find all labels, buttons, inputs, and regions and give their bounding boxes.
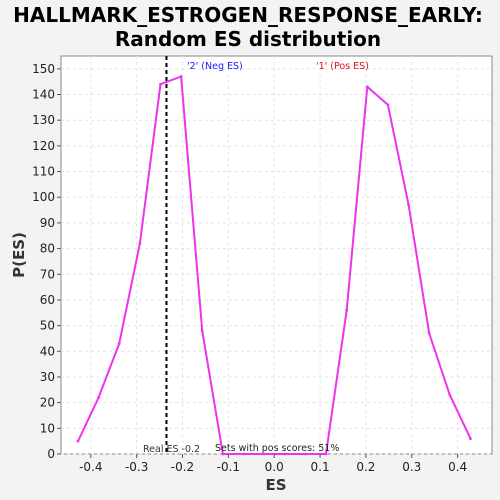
y-tick-label: 10	[40, 421, 55, 435]
x-tick-label: 0.2	[356, 460, 375, 474]
data-point	[159, 82, 162, 86]
x-tick-label: -0.1	[217, 460, 240, 474]
data-point	[138, 242, 142, 245]
y-tick-label: 80	[40, 242, 55, 256]
data-point	[283, 452, 287, 456]
data-point	[427, 331, 431, 335]
pos-es-label: '1' (Pos ES)	[316, 61, 369, 72]
y-tick-label: 60	[40, 293, 55, 307]
data-point	[448, 393, 452, 397]
y-tick-label: 50	[40, 319, 55, 333]
data-point	[179, 75, 183, 78]
y-tick-label: 140	[32, 88, 55, 102]
data-point	[97, 396, 100, 399]
ticks: -0.4 -0.3 -0.2 -0.1 0.0 0.1 0.2 0.3 0.4 0 10 20 30 40…	[32, 62, 467, 474]
chart-title: HALLMARK_ESTROGEN_RESPONSE_EARLY:	[13, 3, 483, 27]
data-point	[200, 329, 204, 333]
data-point	[303, 452, 307, 456]
x-tick-label: -0.4	[79, 460, 102, 474]
y-tick-label: 40	[40, 344, 55, 358]
annotations: '2' (Neg ES) '1' (Pos ES) Real ES -0.2 Sets…	[143, 61, 369, 455]
data-point	[386, 103, 390, 107]
y-tick-label: 0	[47, 447, 55, 461]
data-point	[345, 308, 349, 312]
x-tick-label: 0.1	[311, 460, 330, 474]
grid	[61, 56, 492, 455]
data-point	[242, 452, 245, 456]
y-tick-label: 20	[40, 396, 55, 410]
data-point	[117, 342, 121, 345]
neg-es-label: '2' (Neg ES)	[187, 61, 243, 72]
x-tick-label: 0.0	[265, 460, 284, 474]
x-tick-label: -0.2	[171, 460, 194, 474]
x-tick-label: 0.3	[402, 460, 421, 474]
data-point	[324, 452, 328, 456]
data-point	[262, 452, 266, 456]
real-es-label: Real ES -0.2	[143, 444, 200, 455]
plot-area	[60, 55, 493, 455]
chart-subtitle: Random ES distribution	[115, 27, 381, 51]
pos-scores-label: Sets with pos scores: 51%	[215, 443, 339, 454]
y-tick-label: 30	[40, 370, 55, 384]
y-tick-label: 150	[32, 62, 55, 76]
data-point	[469, 437, 472, 440]
data-point	[76, 439, 80, 443]
y-axis-label: P(ES)	[10, 232, 28, 278]
data-point	[407, 203, 410, 207]
y-tick-label: 120	[32, 139, 55, 153]
y-tick-label: 90	[40, 216, 55, 230]
x-tick-label: 0.4	[448, 460, 467, 474]
y-tick-label: 130	[32, 113, 55, 127]
x-tick-label: -0.3	[125, 460, 148, 474]
y-tick-label: 100	[32, 190, 55, 204]
data-point	[365, 85, 369, 89]
y-tick-label: 110	[32, 165, 55, 179]
data-point	[221, 452, 225, 456]
y-tick-label: 70	[40, 267, 55, 281]
x-axis-label: ES	[265, 476, 286, 494]
